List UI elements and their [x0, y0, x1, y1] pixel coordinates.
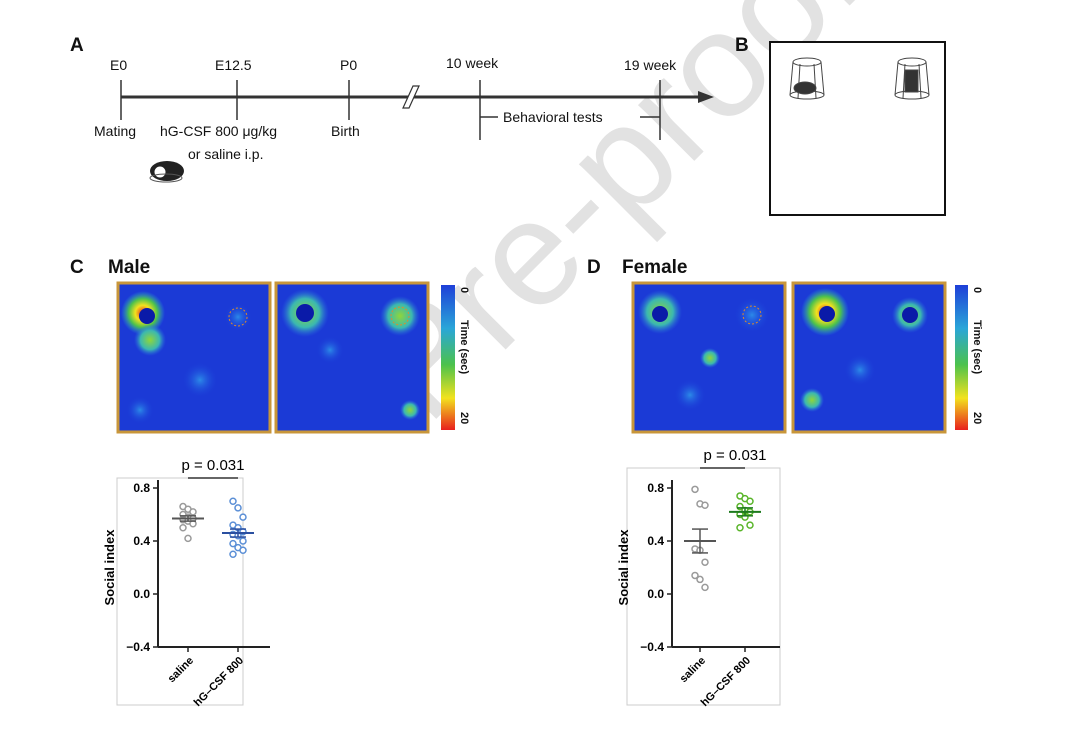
- data-point: [701, 558, 709, 566]
- panel-label-b: B: [735, 35, 749, 56]
- colorbar-min-label: 0: [458, 287, 470, 294]
- data-point: [234, 504, 242, 512]
- y-tick-label: 0.8: [647, 481, 664, 495]
- data-point: [746, 497, 754, 505]
- y-tick-label: 0.0: [647, 587, 664, 601]
- panel-title-male: Male: [108, 257, 151, 278]
- colorbar-max-label: 20: [458, 412, 470, 425]
- panel-label-a: A: [70, 35, 84, 56]
- x-tick-label: saline: [678, 655, 709, 686]
- timeline-arrow-icon: [698, 91, 714, 103]
- data-point: [239, 513, 247, 521]
- timepoint-e12-5: E12.5: [215, 57, 252, 73]
- panel-label-d: D: [587, 257, 601, 278]
- event-birth: Birth: [331, 123, 360, 139]
- timepoint-10-week: 10 week: [446, 55, 499, 71]
- y-tick-label: 0.0: [133, 587, 150, 601]
- heatmap-female-saline: [631, 281, 787, 434]
- y-axis-label: Social index: [102, 529, 117, 606]
- data-point: [179, 524, 187, 532]
- mouse-icon: [149, 161, 184, 183]
- data-point: [746, 521, 754, 529]
- heatmap-male-hgcsf: [274, 281, 430, 434]
- event-mating: Mating: [94, 123, 137, 139]
- timepoint-e0: E0: [110, 57, 128, 73]
- y-tick-label: −0.4: [126, 640, 150, 654]
- y-tick-label: 0.4: [133, 534, 150, 548]
- axis-break-icon: [402, 85, 420, 109]
- heatmap-female-hgcsf: [791, 281, 947, 434]
- timeline-ticks: [120, 80, 661, 140]
- data-point: [691, 485, 699, 494]
- y-tick-label: 0.4: [647, 534, 664, 548]
- y-tick-label: 0.8: [133, 481, 150, 495]
- timepoint-p0: P0: [340, 57, 358, 73]
- colorbar-max-label: 20: [971, 412, 983, 425]
- data-point: [736, 524, 744, 532]
- timepoint-19-week: 19 week: [624, 57, 677, 73]
- event-behavioral-tests: Behavioral tests: [503, 109, 603, 125]
- data-point: [229, 497, 237, 505]
- cage-with-mouse-icon: [789, 57, 825, 100]
- panel-label-c: C: [70, 257, 84, 278]
- colorbar-female: [955, 285, 968, 430]
- colorbar-title: Time (sec): [971, 320, 983, 375]
- p-value-annotation: p = 0.031: [704, 447, 767, 464]
- data-point: [691, 571, 699, 580]
- heatmap-male-saline: [116, 281, 272, 434]
- data-point: [229, 550, 237, 558]
- panel-title-female: Female: [622, 257, 688, 278]
- event-injection: hG-CSF 800 μg/kg: [160, 123, 278, 139]
- y-tick-label: −0.4: [640, 640, 664, 654]
- data-point: [239, 537, 247, 545]
- event-injection-line2: or saline i.p.: [188, 146, 264, 162]
- y-axis-label: Social index: [616, 529, 631, 606]
- plot-frame-male: [116, 477, 244, 706]
- colorbar-male: [441, 285, 455, 430]
- data-point: [701, 501, 709, 509]
- data-point: [229, 539, 237, 548]
- x-tick-label: saline: [166, 655, 197, 686]
- data-point: [189, 508, 197, 516]
- data-point: [701, 583, 709, 592]
- x-tick-label: hG–CSF 800: [192, 655, 246, 709]
- empty-cage-icon: [894, 57, 930, 100]
- colorbar-title: Time (sec): [458, 320, 470, 375]
- data-point: [184, 534, 192, 543]
- data-point: [696, 575, 704, 584]
- p-value-annotation: p = 0.031: [182, 457, 245, 474]
- data-point: [239, 546, 247, 555]
- colorbar-min-label: 0: [971, 287, 983, 294]
